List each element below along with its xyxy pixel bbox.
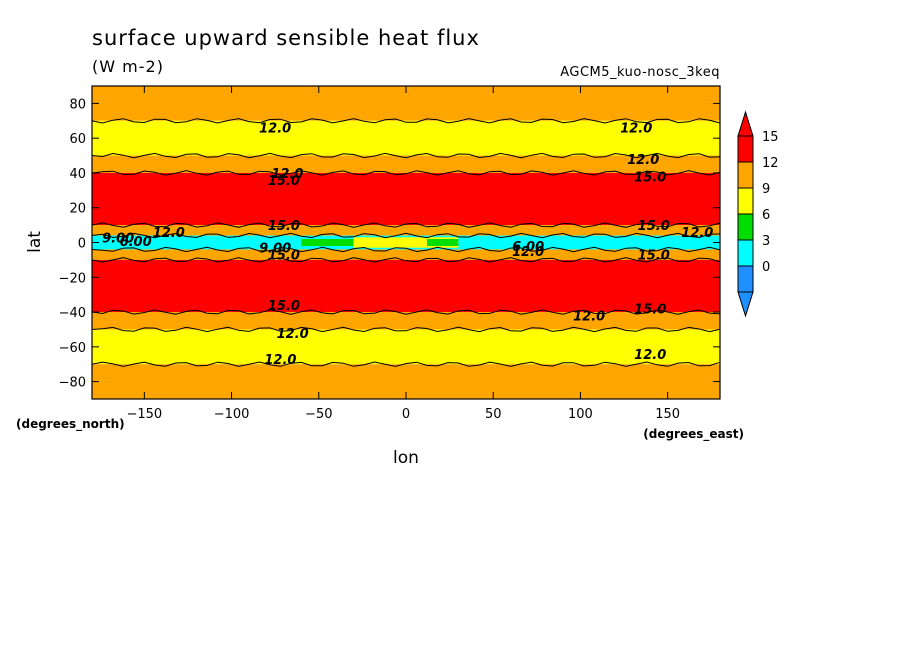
contour-label-14: 12.0 — [512, 245, 544, 260]
y-tick-label-3: 20 — [69, 202, 86, 217]
flux-band-1 — [92, 120, 720, 156]
colorbar-segment-5 — [737, 135, 754, 163]
contour-label-7: 15.0 — [638, 219, 670, 234]
contour-line-5 — [91, 246, 721, 253]
contour-label-19: 12.0 — [573, 310, 605, 325]
contour-label-12: 9.00 — [259, 242, 291, 257]
colorbar-label-1: 3 — [762, 234, 770, 249]
y-tick-label-5: −20 — [59, 271, 86, 286]
x-tick-label-4: 50 — [485, 407, 502, 422]
y-units-label: (degrees_north) — [16, 417, 125, 432]
flux-band-6 — [92, 249, 720, 260]
y-tick-label-7: −60 — [59, 341, 86, 356]
x-axis-ticks: −150 −100 −50 0 50 100 150 — [126, 86, 680, 422]
colorbar-segment-4 — [737, 161, 754, 189]
contour-lines — [91, 118, 721, 367]
x-tick-label-6: 150 — [655, 407, 680, 422]
colorbar-segment-0 — [737, 265, 754, 293]
colorbar-label-4: 12 — [762, 156, 779, 171]
contour-label-0: 12.0 — [259, 122, 291, 137]
contour-label-21: 12.0 — [264, 353, 296, 368]
contour-label-2: 12.0 — [627, 153, 659, 168]
contour-line-9 — [91, 361, 721, 367]
colorbar-segment-3 — [737, 187, 754, 215]
y-tick-label-6: −40 — [59, 306, 86, 321]
contour-line-2 — [91, 170, 721, 176]
contour-line-3 — [91, 222, 721, 228]
contour-label-5: 15.0 — [634, 170, 666, 185]
contour-label-8: 12.0 — [153, 226, 185, 241]
flux-band-2 — [92, 155, 720, 173]
colorbar-under-arrow — [737, 291, 754, 318]
contour-line-0 — [91, 118, 721, 124]
colorbar-label-5: 15 — [762, 130, 779, 145]
chart-units: (W m-2) — [92, 57, 164, 76]
y-axis-label: lat — [25, 231, 45, 253]
x-units-label: (degrees_east) — [643, 427, 744, 442]
contour-label-10: 9.00 — [102, 231, 134, 246]
contour-line-4 — [91, 232, 721, 239]
contour-label-6: 15.0 — [268, 219, 300, 234]
contour-label-9: 12.0 — [681, 226, 713, 241]
x-tick-label-1: −100 — [214, 407, 250, 422]
x-tick-label-0: −150 — [126, 407, 162, 422]
x-axis-label: lon — [393, 448, 419, 468]
contour-label-4: 15.0 — [268, 174, 300, 189]
colorbar-label-0: 0 — [762, 260, 770, 275]
flux-band-3 — [92, 172, 720, 226]
flux-band-9 — [92, 329, 720, 365]
y-axis-ticks: 80 60 40 20 0 −20 −40 −60 −80 — [59, 97, 720, 391]
contour-line-8 — [91, 326, 721, 333]
flux-band-7 — [92, 259, 720, 313]
contour-line-1 — [91, 152, 721, 159]
x-tick-label-5: 100 — [568, 407, 593, 422]
flux-band-4 — [92, 225, 720, 236]
contour-label-1: 12.0 — [620, 122, 652, 137]
colorbar-label-3: 9 — [762, 182, 770, 197]
contour-line-7 — [91, 309, 721, 315]
chart-title: surface upward sensible heat flux — [92, 26, 480, 50]
equatorial-feature-2 — [426, 239, 459, 246]
contour-label-11: 6.00 — [120, 235, 152, 250]
equatorial-feature-1 — [353, 237, 459, 248]
y-tick-label-2: 40 — [69, 167, 86, 182]
x-tick-label-2: −50 — [305, 407, 332, 422]
contour-label-22: 12.0 — [634, 348, 666, 363]
equatorial-features — [301, 237, 459, 248]
contour-label-16: 15.0 — [638, 249, 670, 264]
x-tick-label-3: 0 — [402, 407, 410, 422]
colorbar-segment-2 — [737, 213, 754, 241]
contour-label-18: 15.0 — [634, 303, 666, 318]
y-tick-label-0: 80 — [69, 97, 86, 112]
contour-label-15: 15.0 — [268, 249, 300, 264]
contour-label-3: 12.0 — [271, 167, 303, 182]
contour-label-17: 15.0 — [268, 299, 300, 314]
colorbar-over-arrow — [737, 110, 754, 137]
y-tick-label-4: 0 — [78, 237, 86, 252]
contour-label-13: 6.00 — [512, 240, 544, 255]
contour-line-6 — [91, 257, 721, 263]
y-tick-label-1: 60 — [69, 132, 86, 147]
colorbar-label-2: 6 — [762, 208, 770, 223]
contour-labels: 12.0 12.012.012.015.0 15.015.0 15.012.0 12.0… — [102, 122, 713, 368]
run-label: AGCM5_kuo-nosc_3keq — [560, 65, 720, 80]
flux-band-8 — [92, 312, 720, 330]
colorbar: 0 3 6 9 12 15 — [737, 110, 779, 318]
y-tick-label-8: −80 — [59, 376, 86, 391]
colorbar-segment-1 — [737, 239, 754, 267]
equatorial-feature-0 — [301, 239, 354, 246]
contour-label-20: 12.0 — [277, 327, 309, 342]
